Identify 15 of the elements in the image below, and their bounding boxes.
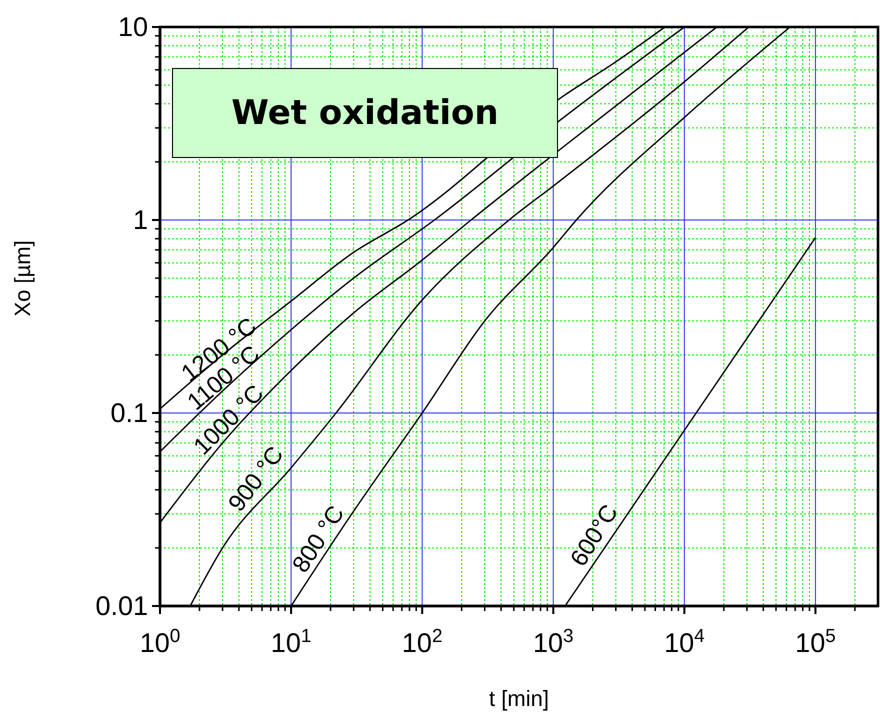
y-tick-label: 0.1 — [110, 398, 148, 428]
x-tick-label: 10$^{5}$ — [795, 626, 836, 658]
text: 900 °C — [223, 442, 290, 517]
y-tick-label: 0.01 — [95, 591, 148, 621]
x-tick-label: 10$^{1}$ — [270, 626, 312, 658]
x-tick-label: 10$^{2}$ — [402, 626, 442, 658]
y-tick-label: 1 — [132, 205, 148, 235]
y-tick-label: 10 — [118, 12, 148, 42]
text: 800 °C — [287, 501, 350, 578]
y-axis-title: Xo [µm] — [10, 240, 35, 316]
x-axis-title: t [min] — [489, 686, 549, 711]
x-tick-label: 10$^{4}$ — [664, 626, 705, 658]
x-tick-label: 10$^{3}$ — [532, 626, 574, 658]
title-box: Wet oxidation — [172, 68, 558, 158]
x-tick-label: 10$^{0}$ — [140, 626, 180, 658]
